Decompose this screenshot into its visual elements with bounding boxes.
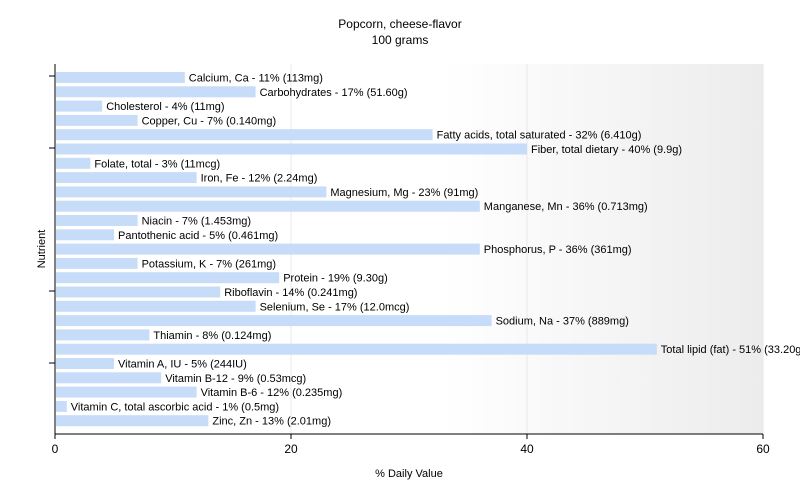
bar-label: Thiamin - 8% (0.124mg) <box>153 330 271 342</box>
bar-label: Magnesium, Mg - 23% (91mg) <box>330 187 478 199</box>
bar-label: Zinc, Zn - 13% (2.01mg) <box>212 416 331 428</box>
bar <box>56 272 280 284</box>
bar-label: Riboflavin - 14% (0.241mg) <box>224 287 357 299</box>
bar <box>56 186 327 198</box>
bar <box>56 400 67 412</box>
bars <box>56 72 657 427</box>
axes <box>54 64 763 435</box>
bar-label: Phosphorus, P - 36% (361mg) <box>484 244 632 256</box>
bar-label: Vitamin B-12 - 9% (0.53mcg) <box>165 373 306 385</box>
chart-subtitle: 100 grams <box>372 33 429 47</box>
bar <box>56 100 103 112</box>
bar-label: Pantothenic acid - 5% (0.461mg) <box>118 230 278 242</box>
bar <box>56 129 433 141</box>
bar <box>56 300 256 312</box>
bar <box>56 257 138 269</box>
bar-label: Total lipid (fat) - 51% (33.20g) <box>661 344 800 356</box>
x-tick-label: 40 <box>520 442 534 456</box>
chart-title: Popcorn, cheese-flavor <box>338 17 461 31</box>
bar-label: Fiber, total dietary - 40% (9.9g) <box>531 144 682 156</box>
bar-label: Calcium, Ca - 11% (113mg) <box>189 73 323 85</box>
x-tick-label: 0 <box>52 442 59 456</box>
bar <box>56 114 138 126</box>
bar <box>56 86 256 98</box>
x-tick-label: 60 <box>756 442 770 456</box>
bar <box>56 72 185 83</box>
bar-label: Carbohydrates - 17% (51.60g) <box>260 87 408 99</box>
bar-label: Protein - 19% (9.30g) <box>283 273 388 285</box>
x-axis-ticks: 0 20 40 60 <box>52 434 770 456</box>
bar <box>56 415 209 427</box>
bar-label: Vitamin A, IU - 5% (244IU) <box>118 359 247 371</box>
bar <box>56 315 492 327</box>
bar-label: Iron, Fe - 12% (2.24mg) <box>201 173 318 185</box>
bar <box>56 200 480 212</box>
bar-label: Cholesterol - 4% (11mg) <box>106 101 224 113</box>
bar <box>56 157 91 169</box>
bar <box>56 143 527 155</box>
bar <box>56 215 138 226</box>
bar-label: Vitamin B-6 - 12% (0.235mg) <box>201 387 343 399</box>
y-axis-ticks <box>49 75 55 364</box>
bar-label: Potassium, K - 7% (261mg) <box>142 258 277 270</box>
bar-label: Fatty acids, total saturated - 32% (6.41… <box>437 130 642 142</box>
bar <box>56 372 162 384</box>
bar-label: Selenium, Se - 17% (12.0mcg) <box>260 301 410 313</box>
bar-label: Folate, total - 3% (11mcg) <box>94 158 220 170</box>
bar <box>56 358 114 369</box>
bar-label: Copper, Cu - 7% (0.140mg) <box>142 115 277 127</box>
bar <box>56 343 657 355</box>
bar-label: Sodium, Na - 37% (889mg) <box>496 316 629 328</box>
bar <box>56 243 480 255</box>
x-axis-label: % Daily Value <box>375 468 443 480</box>
bar-label: Manganese, Mn - 36% (0.713mg) <box>484 201 648 213</box>
bar-label: Niacin - 7% (1.453mg) <box>142 216 251 228</box>
bar <box>56 229 114 241</box>
bar <box>56 386 197 398</box>
bar <box>56 329 150 341</box>
bar-labels: Calcium, Ca - 11% (113mg) Carbohydrates -… <box>71 73 800 428</box>
y-axis-label: Nutrient <box>36 230 48 269</box>
x-tick-label: 20 <box>284 442 298 456</box>
bar <box>56 286 221 298</box>
bar <box>56 172 197 184</box>
bar-label: Vitamin C, total ascorbic acid - 1% (0.5… <box>71 401 279 413</box>
